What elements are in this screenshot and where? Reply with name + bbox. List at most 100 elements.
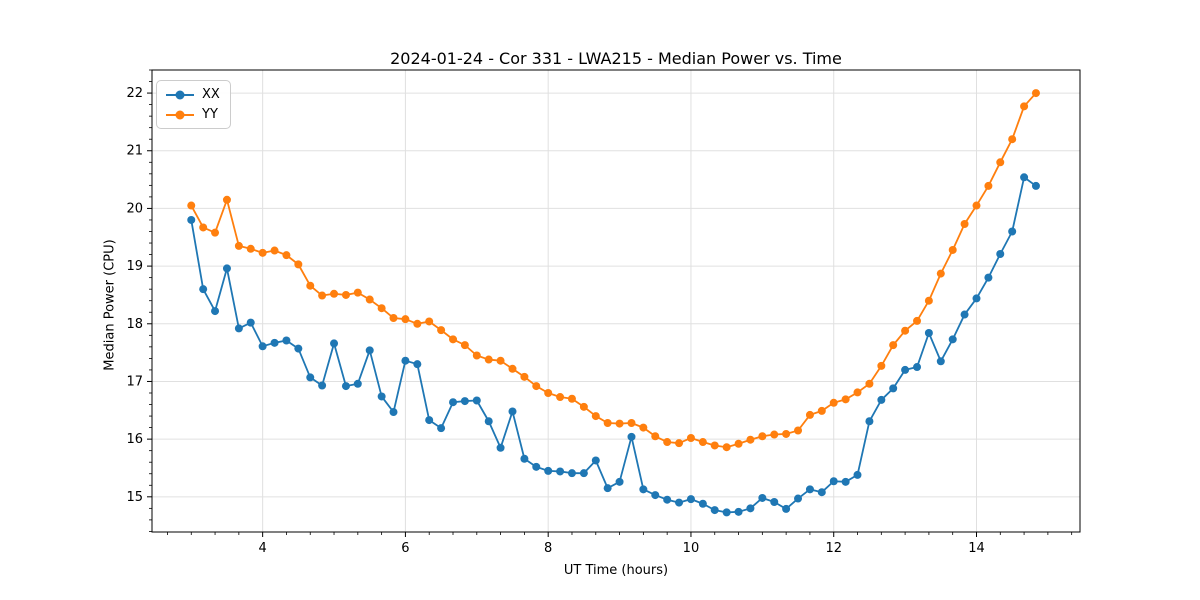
x-tick-label: 6 bbox=[401, 541, 409, 556]
series-yy-point bbox=[508, 364, 517, 373]
series-xx-point bbox=[663, 495, 672, 504]
series-xx-point bbox=[841, 477, 850, 486]
series-yy-point bbox=[246, 244, 255, 253]
series-yy-point bbox=[901, 326, 910, 335]
series-xx-point bbox=[389, 408, 398, 417]
series-yy-point bbox=[794, 426, 803, 435]
series-yy-point bbox=[389, 314, 398, 323]
series-xx-point bbox=[270, 338, 279, 347]
x-tick-label: 4 bbox=[259, 541, 267, 556]
series-yy-point bbox=[234, 241, 243, 250]
series-yy-point bbox=[746, 435, 755, 444]
series-xx-point bbox=[508, 407, 517, 416]
series-xx-point bbox=[330, 339, 339, 348]
series-yy-point bbox=[365, 295, 374, 304]
series-xx-point bbox=[449, 398, 458, 407]
series-yy-point bbox=[889, 341, 898, 350]
series-xx-point bbox=[282, 336, 291, 345]
series-yy-point bbox=[1031, 89, 1040, 98]
series-xx-point bbox=[258, 342, 267, 351]
series-xx-line bbox=[190, 176, 1037, 514]
series-xx-point bbox=[782, 504, 791, 513]
series-yy-point bbox=[651, 432, 660, 441]
series-yy-swatch-icon bbox=[166, 110, 194, 120]
series-yy-point bbox=[306, 281, 315, 290]
series-yy-point bbox=[805, 410, 814, 419]
series-yy-point bbox=[710, 441, 719, 450]
series-yy-point bbox=[460, 341, 469, 350]
legend-item-yy: YY bbox=[166, 106, 220, 123]
legend: XX YY bbox=[156, 80, 231, 129]
series-yy-point bbox=[817, 406, 826, 415]
series-yy-point bbox=[341, 290, 350, 299]
series-xx-point bbox=[698, 499, 707, 508]
series-yy-point bbox=[913, 316, 922, 325]
series-xx-point bbox=[627, 432, 636, 441]
series-xx-point bbox=[484, 417, 493, 426]
series-yy-point bbox=[401, 315, 410, 324]
series-yy-point bbox=[1008, 135, 1017, 144]
series-xx-point bbox=[651, 491, 660, 500]
chart-title: 2024-01-24 - Cor 331 - LWA215 - Median P… bbox=[390, 49, 842, 68]
series-xx-point bbox=[710, 506, 719, 515]
series-yy-point bbox=[211, 228, 220, 237]
legend-item-xx: XX bbox=[166, 86, 220, 103]
plot-frame bbox=[151, 69, 1081, 533]
series-yy-point bbox=[841, 395, 850, 404]
series-yy-point bbox=[603, 418, 612, 427]
series-yy-point bbox=[996, 158, 1005, 167]
series-yy-point bbox=[734, 439, 743, 448]
series-yy-point bbox=[282, 251, 291, 260]
series-xx-point bbox=[401, 356, 410, 365]
series-yy-point bbox=[782, 429, 791, 438]
series-xx-point bbox=[377, 392, 386, 401]
series-xx-point bbox=[686, 495, 695, 504]
series-yy-point bbox=[591, 412, 600, 421]
series-xx-point bbox=[246, 318, 255, 327]
series-yy-point bbox=[556, 393, 565, 402]
series-xx-point bbox=[532, 462, 541, 471]
series-xx-point bbox=[234, 324, 243, 333]
series-yy-point bbox=[318, 291, 327, 300]
series-xx-point bbox=[222, 264, 231, 273]
series-yy-point bbox=[567, 394, 576, 403]
y-tick-label: 18 bbox=[126, 317, 143, 332]
series-yy-point bbox=[853, 388, 862, 397]
series-yy-point bbox=[984, 181, 993, 190]
series-xx-point bbox=[425, 416, 434, 425]
series-xx-point bbox=[996, 249, 1005, 258]
series-yy-point bbox=[353, 288, 362, 297]
series-xx-point bbox=[199, 285, 208, 294]
series-xx-point bbox=[936, 357, 945, 366]
series-yy-point bbox=[472, 351, 481, 360]
series-yy-point bbox=[532, 382, 541, 391]
series-xx-point bbox=[853, 470, 862, 479]
series-xx-point bbox=[187, 215, 196, 224]
series-yy-point bbox=[675, 439, 684, 448]
series-xx-point bbox=[460, 397, 469, 406]
series-xx-point bbox=[413, 360, 422, 369]
series-yy-point bbox=[770, 430, 779, 439]
series-xx-swatch-icon bbox=[166, 90, 194, 100]
series-yy-point bbox=[270, 246, 279, 255]
series-xx-point bbox=[591, 456, 600, 465]
series-yy-point bbox=[449, 335, 458, 344]
series-yy-point bbox=[972, 201, 981, 210]
y-tick-label: 15 bbox=[126, 490, 143, 505]
series-xx-point bbox=[306, 373, 315, 382]
series-xx-point bbox=[365, 346, 374, 355]
x-tick-label: 14 bbox=[968, 541, 985, 556]
series-xx-point bbox=[1008, 227, 1017, 236]
series-yy-point bbox=[437, 326, 446, 335]
series-yy-point bbox=[425, 317, 434, 326]
series-yy-point bbox=[639, 423, 648, 432]
series-xx-point bbox=[294, 344, 303, 353]
series-xx-point bbox=[758, 493, 767, 502]
series-yy-point bbox=[865, 379, 874, 388]
y-tick-label: 16 bbox=[126, 432, 143, 447]
series-yy-point bbox=[722, 443, 731, 452]
series-yy-point bbox=[1020, 102, 1029, 111]
series-yy-point bbox=[615, 419, 624, 428]
